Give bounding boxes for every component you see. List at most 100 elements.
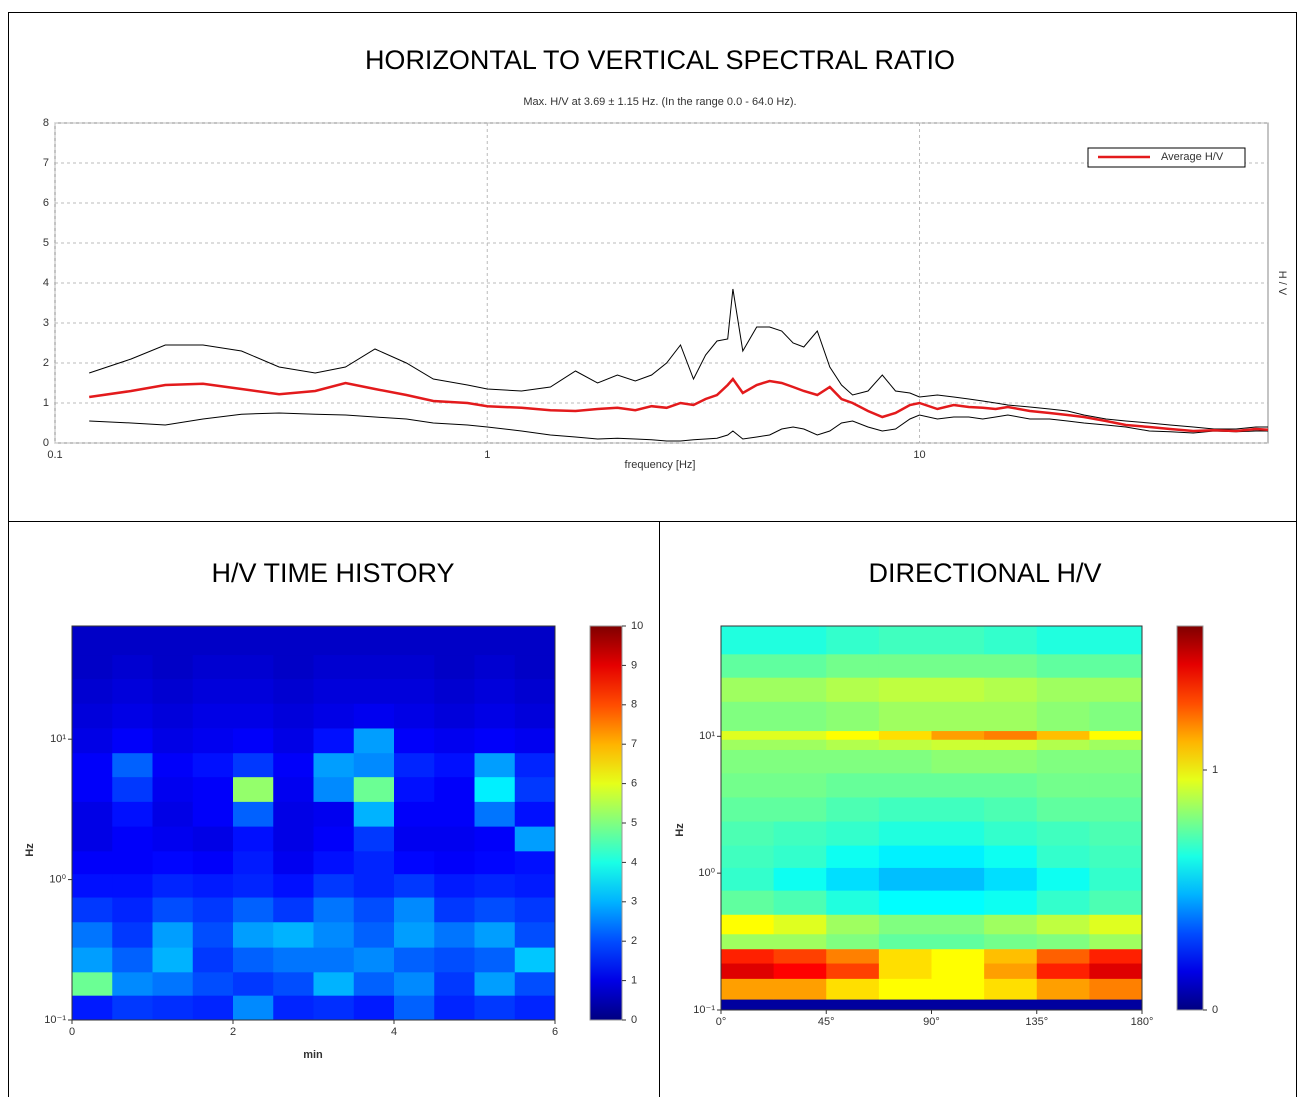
x-tick-label: 90° [923, 1016, 940, 1028]
heat-cell [313, 897, 355, 923]
heat-cell [931, 867, 985, 891]
heat-cell [353, 776, 395, 802]
heat-cell [514, 921, 556, 948]
heat-cell [931, 978, 985, 1000]
heat-cell [313, 626, 355, 656]
heat-cell [984, 701, 1038, 732]
heat-cell [353, 873, 395, 898]
heat-cell [773, 730, 827, 740]
heat-cell [233, 703, 274, 729]
heat-cell [773, 701, 827, 732]
heat-cell [1036, 677, 1090, 702]
heat-cell [72, 971, 113, 996]
heat-cell [353, 728, 395, 754]
heat-cell [313, 826, 355, 852]
x-tick-label: 1 [484, 449, 490, 461]
heat-cell [233, 850, 274, 875]
heat-cell [931, 914, 985, 935]
heat-cell [434, 626, 475, 656]
heat-cell [474, 801, 516, 827]
heat-cell [313, 921, 355, 948]
heat-cell [394, 776, 435, 802]
heat-cell [721, 845, 775, 868]
heat-cell [721, 978, 775, 1000]
heat-cell [773, 978, 827, 1000]
heat-cell [1036, 626, 1090, 655]
heat-cell [984, 914, 1038, 935]
heat-cell [826, 890, 880, 915]
heat-cell [721, 867, 775, 891]
heat-cell [984, 978, 1038, 1000]
heat-cell [72, 921, 113, 948]
heat-cell [394, 678, 435, 704]
heat-cell [1089, 890, 1143, 915]
heat-cell [233, 654, 274, 680]
heat-cell [192, 776, 234, 802]
heat-cell [826, 739, 880, 750]
heat-cell [233, 826, 274, 852]
heat-cell [1036, 914, 1090, 935]
heat-cell [353, 703, 395, 729]
heat-cell [826, 933, 880, 950]
heat-cell [1089, 999, 1143, 1011]
heat-cell [192, 752, 234, 778]
heat-cell [984, 626, 1038, 655]
series-line [89, 376, 1269, 433]
heat-cell [273, 850, 314, 875]
heat-cell [192, 947, 234, 973]
heat-cell [192, 654, 234, 680]
heat-cell [72, 850, 113, 875]
heat-cell [931, 845, 985, 868]
heat-cell [514, 995, 556, 1021]
chart-subtitle: Max. H/V at 3.69 ± 1.15 Hz. (In the rang… [523, 96, 796, 108]
heat-cell [878, 677, 932, 702]
heat-cell [273, 801, 314, 827]
heat-cell [112, 873, 153, 898]
heat-cell [474, 776, 516, 802]
heat-cell [72, 728, 113, 754]
heat-cell [514, 626, 556, 656]
heat-cell [233, 678, 274, 704]
heat-cell [434, 921, 475, 948]
heat-cell [826, 914, 880, 935]
heat-cell [721, 739, 775, 750]
heat-cell [1036, 739, 1090, 750]
heat-cell [984, 933, 1038, 950]
heat-cell [931, 797, 985, 822]
colorbar-tick-label: 9 [631, 659, 637, 671]
heat-cell [394, 626, 435, 656]
heat-cell [152, 752, 194, 778]
heat-cell [1089, 948, 1143, 964]
heat-cell [721, 772, 775, 798]
heat-cell [773, 914, 827, 935]
heat-cell [273, 995, 314, 1021]
x-axis-label: min [303, 1049, 323, 1061]
heat-cell [1036, 890, 1090, 915]
heat-cell [394, 703, 435, 729]
heat-cell [353, 897, 395, 923]
heat-cell [353, 947, 395, 973]
heat-cell [233, 728, 274, 754]
colorbar [589, 625, 623, 1021]
heat-cell [931, 701, 985, 732]
heat-cell [152, 626, 194, 656]
heat-cell [152, 826, 194, 852]
heat-cell [394, 850, 435, 875]
heat-cell [721, 677, 775, 702]
heat-cell [931, 772, 985, 798]
heat-cell [1089, 845, 1143, 868]
heat-cell [233, 971, 274, 996]
heat-cell [878, 772, 932, 798]
heat-cell [1036, 730, 1090, 740]
heat-cell [152, 947, 194, 973]
heat-cell [72, 752, 113, 778]
heat-cell [931, 933, 985, 950]
heat-cell [1036, 867, 1090, 891]
heat-cell [434, 850, 475, 875]
heat-cell [721, 933, 775, 950]
heat-cell [514, 850, 556, 875]
series-line [89, 288, 1268, 430]
y-tick-label: 10⁻¹ [693, 1004, 715, 1016]
heat-cell [434, 826, 475, 852]
heat-cell [1036, 978, 1090, 1000]
